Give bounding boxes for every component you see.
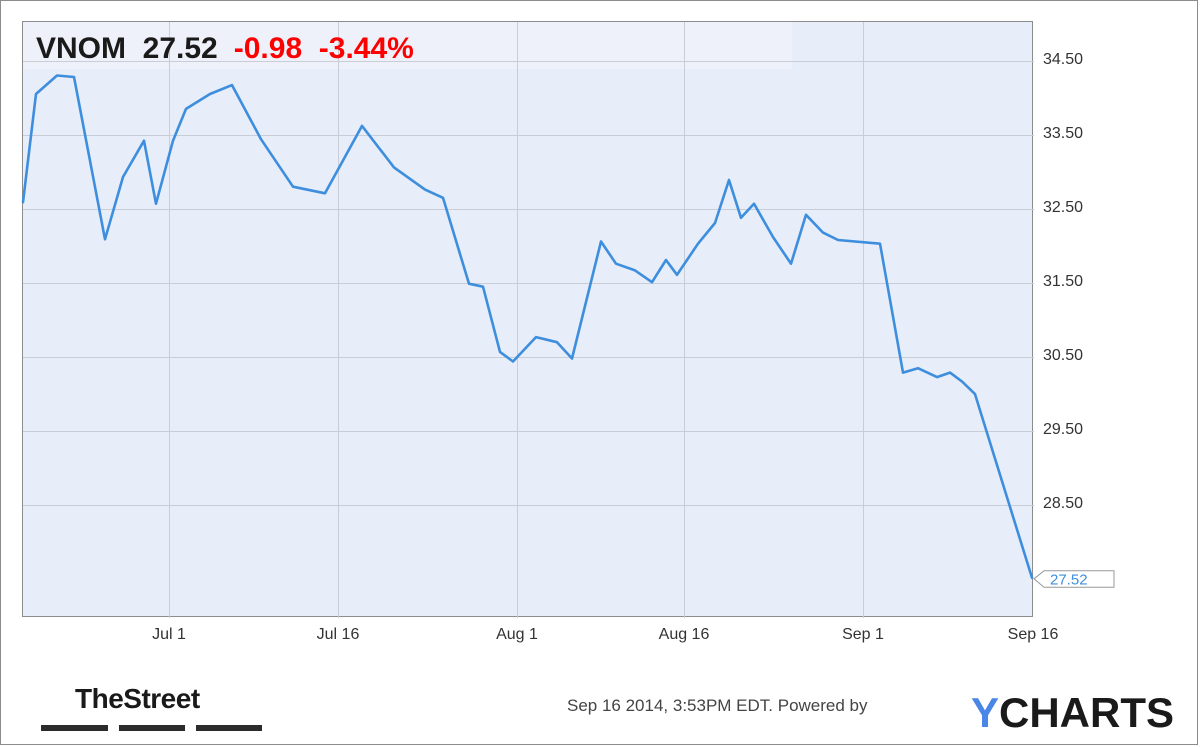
svg-text:27.52: 27.52 xyxy=(1050,572,1088,589)
